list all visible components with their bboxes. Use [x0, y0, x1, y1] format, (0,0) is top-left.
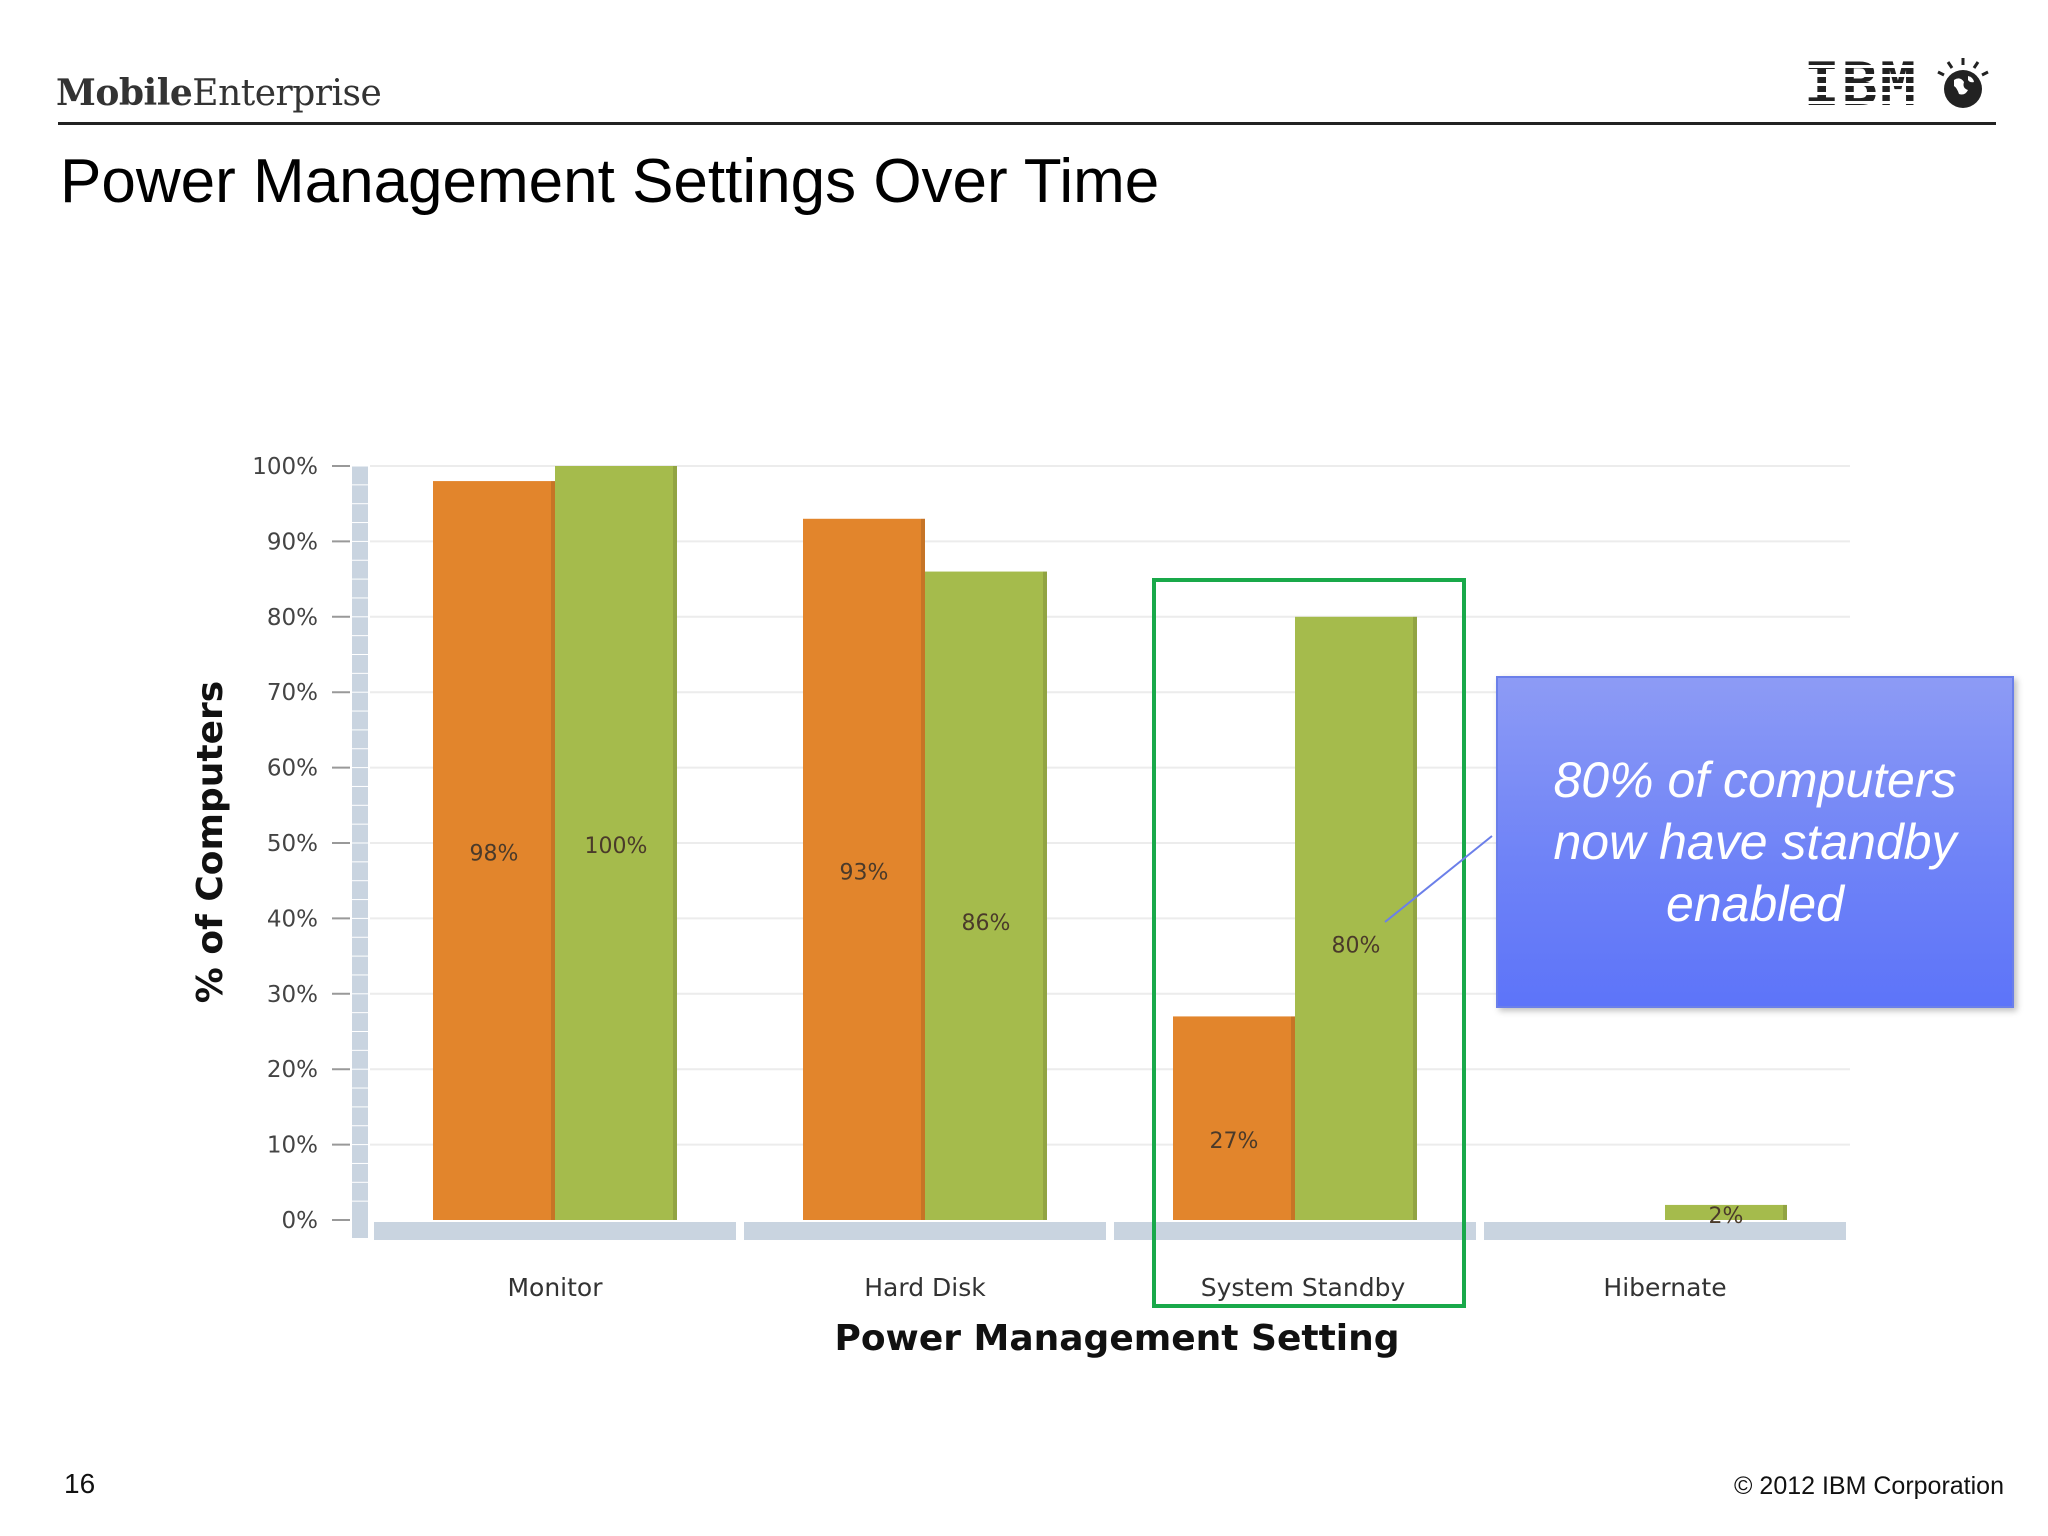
- y-tick-label: 40%: [267, 906, 318, 932]
- y-tick-label: 50%: [267, 831, 318, 857]
- data-label: 80%: [1332, 933, 1381, 958]
- bar: [433, 481, 555, 1221]
- bar: [803, 518, 925, 1220]
- data-label: 100%: [585, 834, 648, 859]
- y-tick-label: 70%: [267, 680, 318, 706]
- bar-shadow: [673, 466, 677, 1220]
- globe-icon: [1937, 58, 1989, 108]
- y-tick-label: 90%: [267, 529, 318, 555]
- chart-bars: [433, 466, 1787, 1221]
- callout-text: 80% of computers now have standby enable…: [1553, 752, 1957, 932]
- bar: [1173, 1016, 1295, 1220]
- bar: [1665, 1204, 1787, 1220]
- bar: [1295, 616, 1417, 1220]
- data-label: 86%: [962, 911, 1011, 936]
- callout-box: 80% of computers now have standby enable…: [1496, 676, 2014, 1008]
- bar-chart: 0% 10% 20% 30% 40% 50% 60% 70% 80% 90% 100% Monitor…: [190, 454, 1850, 1359]
- bar-shadow: [551, 481, 555, 1221]
- header-rule: [58, 122, 1996, 125]
- y-tick-label: 80%: [267, 605, 318, 631]
- page-number: 16: [64, 1468, 96, 1499]
- slide-title: Power Management Settings Over Time: [60, 147, 1160, 216]
- chart-axes: [332, 465, 1846, 1240]
- data-label: 2%: [1709, 1204, 1744, 1229]
- x-axis-segment: [1484, 1222, 1846, 1240]
- ibm-logo-text: IBM: [1803, 50, 1918, 120]
- bar: [925, 571, 1047, 1220]
- x-axis-segment: [744, 1222, 1106, 1240]
- y-tick-label: 60%: [267, 756, 318, 782]
- data-label: 93%: [840, 860, 889, 885]
- category-label: Monitor: [507, 1273, 603, 1302]
- y-tick-label: 100%: [252, 454, 318, 480]
- category-label: Hibernate: [1603, 1273, 1726, 1302]
- y-tick-label: 20%: [267, 1057, 318, 1083]
- y-tick-label: 10%: [267, 1133, 318, 1159]
- y-tick-label: 30%: [267, 982, 318, 1008]
- ibm-logo: IBM: [1804, 50, 1992, 120]
- bar-shadow: [921, 518, 925, 1220]
- brand-bold: Mobile: [56, 72, 193, 114]
- y-tick-label: 0%: [282, 1208, 319, 1234]
- brand-regular: Enterprise: [192, 73, 382, 114]
- brand-wordmark: MobileEnterprise: [56, 72, 382, 114]
- y-axis-title: % of Computers: [190, 681, 231, 1003]
- x-axis-segment: [1114, 1222, 1476, 1240]
- bar-shadow: [1783, 1204, 1787, 1220]
- y-axis-line: [352, 466, 368, 1238]
- bar: [555, 466, 677, 1220]
- category-label: Hard Disk: [864, 1273, 986, 1302]
- data-label: 98%: [470, 842, 519, 867]
- highlight-box: [1152, 578, 1466, 1308]
- category-label: System Standby: [1201, 1273, 1406, 1302]
- x-axis-title: Power Management Setting: [834, 1318, 1399, 1359]
- bar-shadow: [1291, 1016, 1295, 1220]
- bar-shadow: [1043, 571, 1047, 1220]
- callout-pointer: [1384, 835, 1493, 923]
- data-label: 27%: [1210, 1129, 1259, 1154]
- x-axis-segment: [374, 1222, 736, 1240]
- chart-labels: 0% 10% 20% 30% 40% 50% 60% 70% 80% 90% 100% Monitor…: [252, 454, 1743, 1302]
- bar-shadow: [1413, 616, 1417, 1220]
- copyright: © 2012 IBM Corporation: [1734, 1472, 2004, 1500]
